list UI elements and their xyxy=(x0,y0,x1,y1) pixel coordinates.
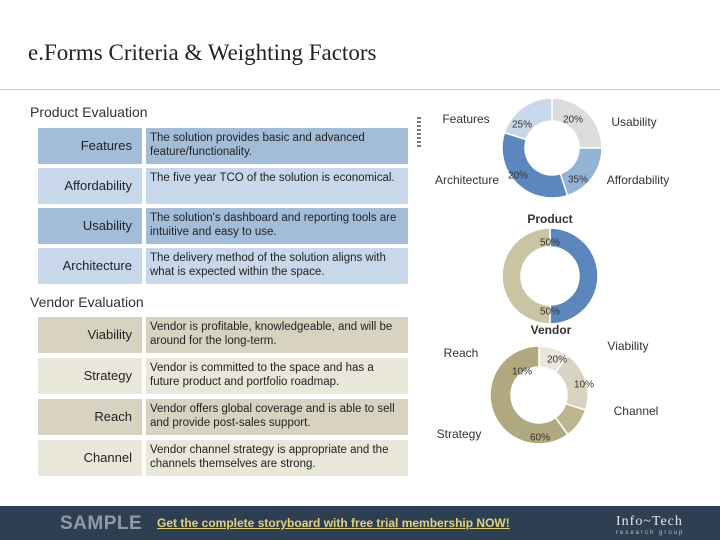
donut-slice-usability xyxy=(559,147,603,197)
donut-center-category-label: Product xyxy=(527,212,572,226)
criteria-row-features: Features The solution provides basic and… xyxy=(38,128,408,164)
donut-slice-strategy xyxy=(489,345,569,445)
criteria-description: Vendor is committed to the space and has… xyxy=(146,358,408,394)
page-title: e.Forms Criteria & Weighting Factors xyxy=(28,40,377,65)
brand-logo: Info~Tech xyxy=(616,514,683,529)
criteria-row-reach: Reach Vendor offers global coverage and … xyxy=(38,399,408,435)
donut-slice-architecture xyxy=(503,97,553,141)
slice-value-label: 35% xyxy=(568,175,588,186)
slice-category-label: Viability xyxy=(607,339,648,353)
slice-value-label: 20% xyxy=(547,355,567,366)
criteria-label: Viability xyxy=(38,317,142,353)
slice-category-label: Architecture xyxy=(435,173,499,187)
title-rule xyxy=(0,89,720,90)
slice-value-label: 50% xyxy=(540,238,560,249)
slice-category-label: Features xyxy=(442,112,489,126)
criteria-row-channel: Channel Vendor channel strategy is appro… xyxy=(38,440,408,476)
donut-slice-product xyxy=(549,227,599,325)
criteria-description: Vendor offers global coverage and is abl… xyxy=(146,399,408,435)
criteria-label: Architecture xyxy=(38,248,142,284)
criteria-label: Strategy xyxy=(38,358,142,394)
vendor-criteria-donut: 10% 20% 10% 60% Reach Viability Channel Strateg… xyxy=(437,339,659,445)
trial-membership-link[interactable]: Get the complete storyboard with free tr… xyxy=(157,516,510,530)
criteria-label: Channel xyxy=(38,440,142,476)
criteria-description: The five year TCO of the solution is eco… xyxy=(146,168,408,204)
slice-value-label: 20% xyxy=(563,115,583,126)
slice-category-label: Channel xyxy=(614,404,659,418)
slice-category-label: Strategy xyxy=(437,427,482,441)
slice-value-label: 60% xyxy=(530,433,550,444)
slice-category-label: Affordability xyxy=(607,173,669,187)
vendor-evaluation-heading: Vendor Evaluation xyxy=(30,294,144,310)
donut-center-category-label: Vendor xyxy=(531,323,572,337)
criteria-description: The solution provides basic and advanced… xyxy=(146,128,408,164)
criteria-description: Vendor channel strategy is appropriate a… xyxy=(146,440,408,476)
criteria-label: Features xyxy=(38,128,142,164)
brand-tagline: research group xyxy=(616,530,685,536)
criteria-description: The delivery method of the solution alig… xyxy=(146,248,408,284)
footer-banner: SAMPLE Get the complete storyboard with … xyxy=(0,506,720,540)
slice-value-label: 25% xyxy=(512,120,532,131)
criteria-row-architecture: Architecture The delivery method of the … xyxy=(38,248,408,284)
criteria-row-viability: Viability Vendor is profitable, knowledg… xyxy=(38,317,408,353)
criteria-row-strategy: Strategy Vendor is committed to the spac… xyxy=(38,358,408,394)
section-divider xyxy=(417,117,421,147)
slice-value-label: 10% xyxy=(512,367,532,378)
criteria-description: The solution's dashboard and reporting t… xyxy=(146,208,408,244)
product-vendor-donut: 50% 50% Product Vendor xyxy=(501,212,599,337)
criteria-row-usability: Usability The solution's dashboard and r… xyxy=(38,208,408,244)
slice-value-label: 10% xyxy=(574,380,594,391)
donut-slice-affordability xyxy=(501,131,569,199)
product-evaluation-heading: Product Evaluation xyxy=(30,104,148,120)
donut-slice-vendor xyxy=(501,227,551,325)
criteria-label: Affordability xyxy=(38,168,142,204)
slice-category-label: Reach xyxy=(444,346,479,360)
product-criteria-donut: 25% 20% 35% 20% Features Usability Affordabili… xyxy=(435,97,669,199)
slice-category-label: Usability xyxy=(611,115,656,129)
criteria-description: Vendor is profitable, knowledgeable, and… xyxy=(146,317,408,353)
slice-value-label: 50% xyxy=(540,307,560,318)
slice-value-label: 20% xyxy=(508,171,528,182)
criteria-label: Usability xyxy=(38,208,142,244)
sample-label: SAMPLE xyxy=(60,513,143,534)
criteria-row-affordability: Affordability The five year TCO of the s… xyxy=(38,168,408,204)
criteria-label: Reach xyxy=(38,399,142,435)
